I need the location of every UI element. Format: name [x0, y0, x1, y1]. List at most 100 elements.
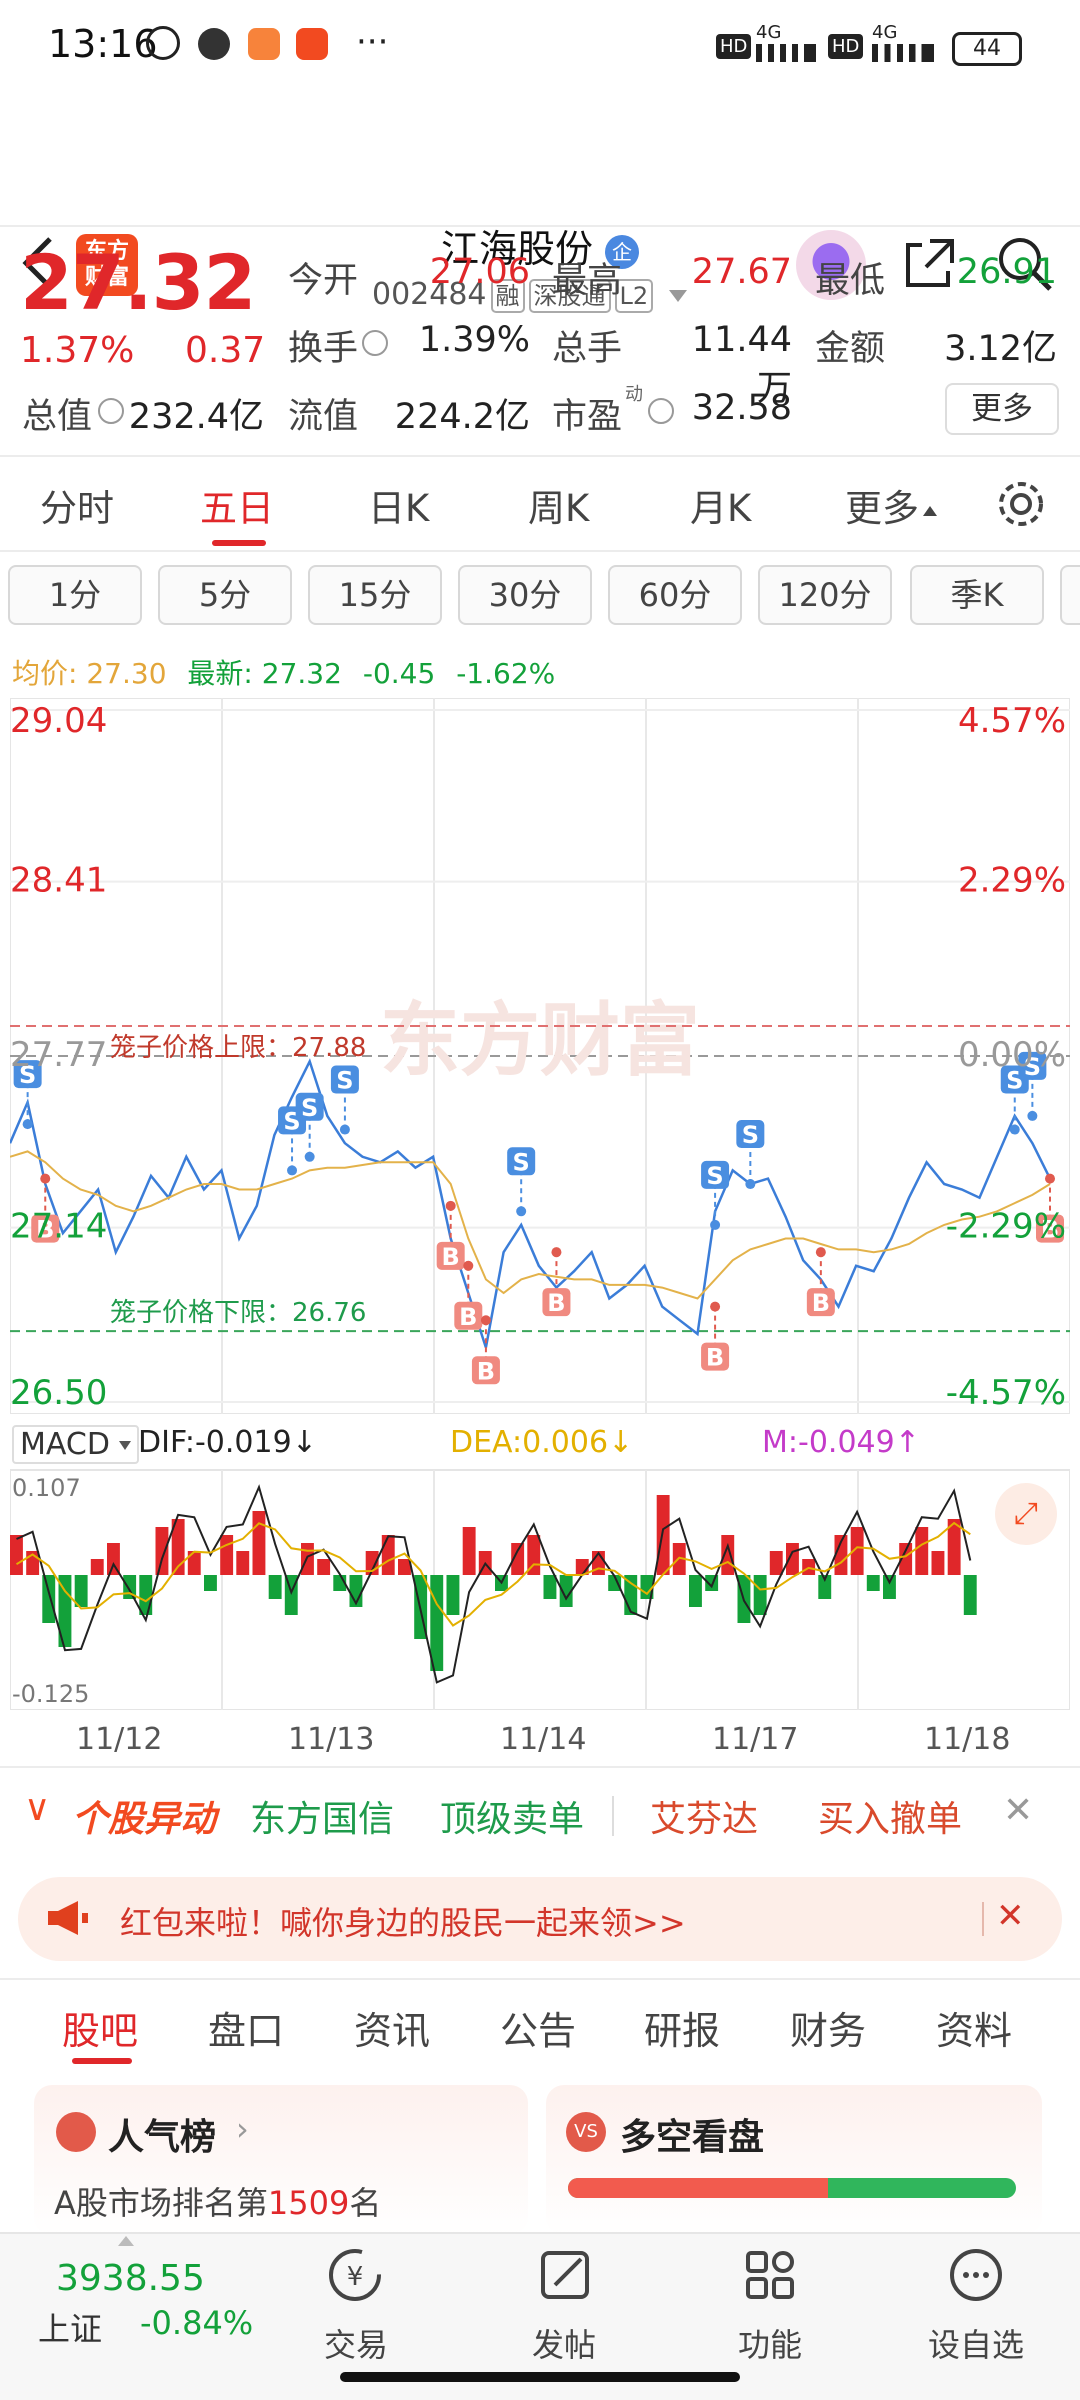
functions-grid-icon[interactable]: [740, 2245, 800, 2305]
more-quote-button[interactable]: 更多: [945, 383, 1059, 435]
macd-top-label: 0.107: [12, 1474, 81, 1502]
tab-order-book[interactable]: 盘口: [208, 2009, 285, 2053]
tab-five-day[interactable]: 五日: [200, 487, 274, 530]
hd-badge-2: HD: [828, 34, 864, 59]
back-arrow-icon[interactable]: [18, 233, 58, 293]
add-watchlist-icon[interactable]: [946, 2245, 1006, 2305]
chevron-down-icon: [668, 289, 687, 302]
index-name: 上证: [38, 2310, 103, 2348]
period-1min-button[interactable]: 1分: [8, 565, 142, 625]
stock-title: 江海股份 企: [0, 218, 1080, 273]
popularity-card[interactable]: [34, 2085, 528, 2235]
close-banner-icon[interactable]: ✕: [996, 1896, 1025, 1936]
marker-dot: [339, 1124, 350, 1135]
tab-research[interactable]: 研报: [644, 2009, 721, 2053]
info-icon[interactable]: [98, 398, 124, 424]
nav-trade[interactable]: 交易: [323, 2326, 388, 2364]
alert-item-1[interactable]: 东方国信: [250, 1799, 395, 1840]
pe-sup: 动: [625, 384, 643, 405]
alert-item-2[interactable]: 顶级卖单: [440, 1799, 585, 1840]
average-line: [10, 1150, 1051, 1300]
alert-item-4[interactable]: 买入撤单: [818, 1799, 963, 1840]
trade-yen-icon[interactable]: ¥: [325, 2245, 385, 2305]
post-edit-icon[interactable]: [535, 2245, 595, 2305]
tab-more[interactable]: 更多: [845, 478, 937, 532]
level2-tag: L2: [614, 279, 654, 313]
macd-bar: [511, 1543, 525, 1575]
period-60min-button[interactable]: 60分: [608, 565, 742, 625]
alarm-icon: [146, 26, 180, 60]
pe-label[interactable]: 市盈: [552, 397, 623, 437]
sell-marker: [736, 1120, 765, 1149]
open-value: 27.06: [429, 252, 530, 292]
x-label-2: 11/13: [288, 1722, 375, 1757]
send-icon: [296, 28, 328, 60]
macd-bar: [139, 1575, 153, 1615]
period-120min-button[interactable]: 120分: [758, 565, 892, 625]
eastmoney-logo[interactable]: 东方财富: [76, 234, 138, 296]
tab-daily-k[interactable]: 日K: [368, 487, 430, 530]
macd-bar: [624, 1575, 638, 1615]
nav-add-watchlist[interactable]: 设自选: [927, 2326, 1024, 2364]
buy-marker: [454, 1301, 483, 1330]
active-tab-indicator: [72, 2058, 132, 2064]
tab-more-label: 更多: [845, 487, 919, 530]
close-icon[interactable]: ✕: [1003, 1790, 1034, 1831]
nav-functions[interactable]: 功能: [737, 2326, 802, 2364]
buy-marker-label: B: [547, 1289, 565, 1317]
tab-financials[interactable]: 财务: [790, 2009, 867, 2053]
nav-post[interactable]: 发帖: [531, 2326, 596, 2364]
turnover-label[interactable]: 换手: [288, 329, 359, 369]
sell-marker: [701, 1160, 730, 1189]
divider: [0, 1978, 1080, 1980]
pct-tick-label: 4.57%: [958, 701, 1066, 741]
banner-text: 红包来啦！喊你身边的股民一起来领>>: [120, 1904, 686, 1942]
info-icon[interactable]: [648, 398, 674, 424]
marker-dot: [710, 1301, 721, 1312]
stock-alert-title: 个股异动: [72, 1799, 217, 1840]
tab-monthly-k[interactable]: 月K: [690, 487, 752, 530]
tab-weekly-k[interactable]: 周K: [528, 487, 590, 530]
network-label-2: 4G: [872, 22, 898, 43]
settings-gear-icon[interactable]: [995, 478, 1047, 530]
macd-bar: [204, 1575, 217, 1591]
chevron-down-icon[interactable]: ∨: [24, 1788, 51, 1829]
red-packet-banner[interactable]: [18, 1877, 1062, 1961]
assistant-avatar[interactable]: [796, 230, 866, 300]
low-value: 26.91: [956, 252, 1057, 292]
tab-guba[interactable]: 股吧: [62, 2009, 139, 2053]
search-icon[interactable]: [994, 233, 1054, 293]
share-icon[interactable]: [900, 233, 960, 293]
period-quarter-k-button[interactable]: 季K: [910, 565, 1044, 625]
volume-label: 总手: [552, 329, 623, 369]
period-30min-button[interactable]: 30分: [458, 565, 592, 625]
shop-icon: [248, 28, 280, 60]
dea-line: [15, 1521, 971, 1627]
sell-marker: [295, 1092, 324, 1121]
home-indicator[interactable]: [340, 2372, 740, 2382]
period-5min-button[interactable]: 5分: [158, 565, 292, 625]
macd-bar: [107, 1543, 120, 1575]
info-icon[interactable]: [362, 330, 388, 356]
status-bar: 13:16 ··· HD 4G HD 4G 44: [0, 0, 1080, 100]
tab-news[interactable]: 资讯: [354, 2009, 431, 2053]
market-cap-label[interactable]: 总值: [22, 397, 93, 437]
popularity-suffix: 名: [349, 2184, 382, 2222]
alert-item-3[interactable]: 艾芬达: [650, 1799, 759, 1840]
macd-bar: [236, 1551, 250, 1575]
popularity-rank-text: A股市场排名第1509名: [54, 2178, 381, 2224]
macd-bar: [446, 1575, 460, 1615]
stock-code-row[interactable]: 002484 融深股通 L2: [372, 277, 687, 313]
marker-dot: [480, 1315, 491, 1326]
period-15min-button[interactable]: 15分: [308, 565, 442, 625]
tab-intraday[interactable]: 分时: [40, 487, 114, 530]
tab-profile[interactable]: 资料: [936, 2009, 1013, 2053]
bull-bear-card[interactable]: [546, 2085, 1042, 2235]
tab-announcements[interactable]: 公告: [500, 2009, 577, 2053]
marker-dot: [445, 1200, 456, 1211]
expand-chart-icon[interactable]: ⤢: [995, 1483, 1057, 1545]
pct-tick-label: 0.00%: [958, 1035, 1066, 1075]
period-more-button-partial[interactable]: [1060, 565, 1080, 625]
macd-selector[interactable]: MACD: [12, 1425, 140, 1464]
